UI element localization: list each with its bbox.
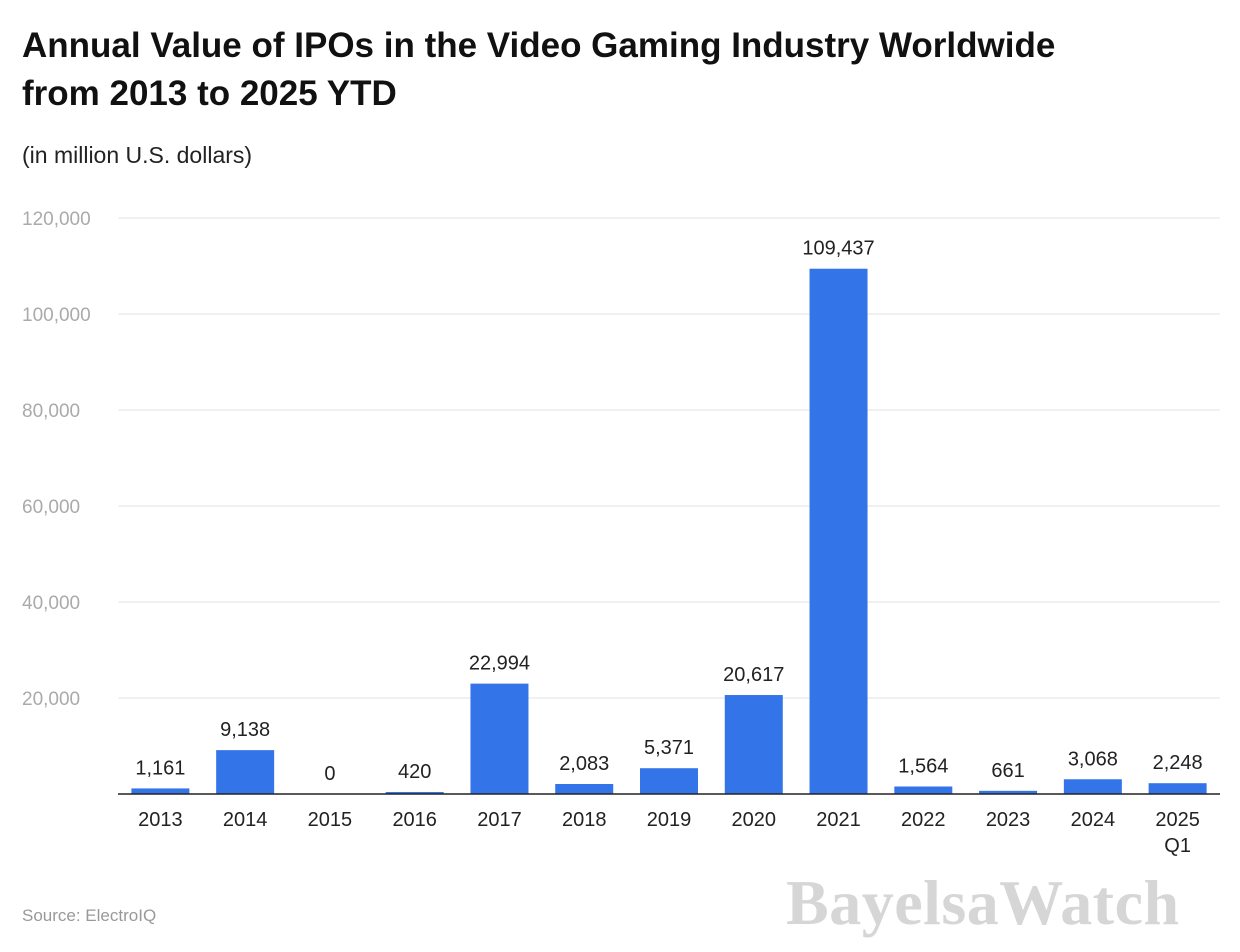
y-tick-label: 100,000: [22, 305, 91, 326]
bar: [640, 768, 698, 794]
x-tick-label: 2018: [562, 809, 607, 831]
bar: [724, 695, 783, 794]
watermark-logo: BayelsaWatch: [786, 867, 1180, 938]
data-label: 2,248: [1153, 752, 1203, 774]
bar: [470, 683, 529, 794]
x-tick-label: 2017: [477, 809, 522, 831]
x-tick-label: 2013: [138, 809, 183, 831]
x-tick-label: 2023: [986, 809, 1031, 831]
y-tick-label: 60,000: [22, 497, 80, 518]
bar: [216, 750, 275, 794]
x-tick-label: 2015: [308, 809, 353, 831]
data-label: 5,371: [644, 737, 694, 759]
source-note: Source: ElectroIQ: [22, 906, 157, 925]
data-label: 661: [991, 760, 1024, 782]
x-tick-label: 2024: [1071, 809, 1116, 831]
x-tick-label: 2021: [816, 809, 861, 831]
bar: [979, 790, 1038, 794]
data-label: 20,617: [723, 664, 784, 686]
x-tick-label: 2022: [901, 809, 946, 831]
y-tick-label: 120,000: [22, 209, 91, 230]
chart-subtitle: (in million U.S. dollars): [22, 142, 253, 168]
bar: [385, 791, 444, 794]
y-tick-label: 20,000: [22, 689, 80, 710]
x-tick-label: 2019: [647, 809, 692, 831]
data-label: 109,437: [802, 238, 874, 260]
data-label: 1,161: [135, 757, 185, 779]
chart-title: Annual Value of IPOs in the Video Gaming…: [22, 26, 1056, 113]
data-label: 0: [324, 763, 335, 785]
x-tick-label: 2025 Q1: [1155, 809, 1200, 857]
x-tick-label: 2020: [732, 809, 777, 831]
bar: [555, 784, 614, 794]
x-tick-label: 2016: [392, 809, 437, 831]
data-label: 2,083: [559, 753, 609, 775]
data-label: 420: [398, 761, 431, 783]
y-tick-label: 40,000: [22, 593, 80, 614]
bar: [1148, 783, 1207, 794]
y-tick-label: 80,000: [22, 401, 80, 422]
data-label: 3,068: [1068, 748, 1118, 770]
data-label: 9,138: [220, 719, 270, 741]
bar: [809, 268, 868, 794]
data-label: 1,564: [898, 755, 948, 777]
bar: [131, 788, 190, 794]
data-label: 22,994: [469, 653, 530, 675]
bar: [894, 786, 953, 794]
x-tick-label: 2014: [223, 809, 268, 831]
bar: [1063, 779, 1122, 794]
